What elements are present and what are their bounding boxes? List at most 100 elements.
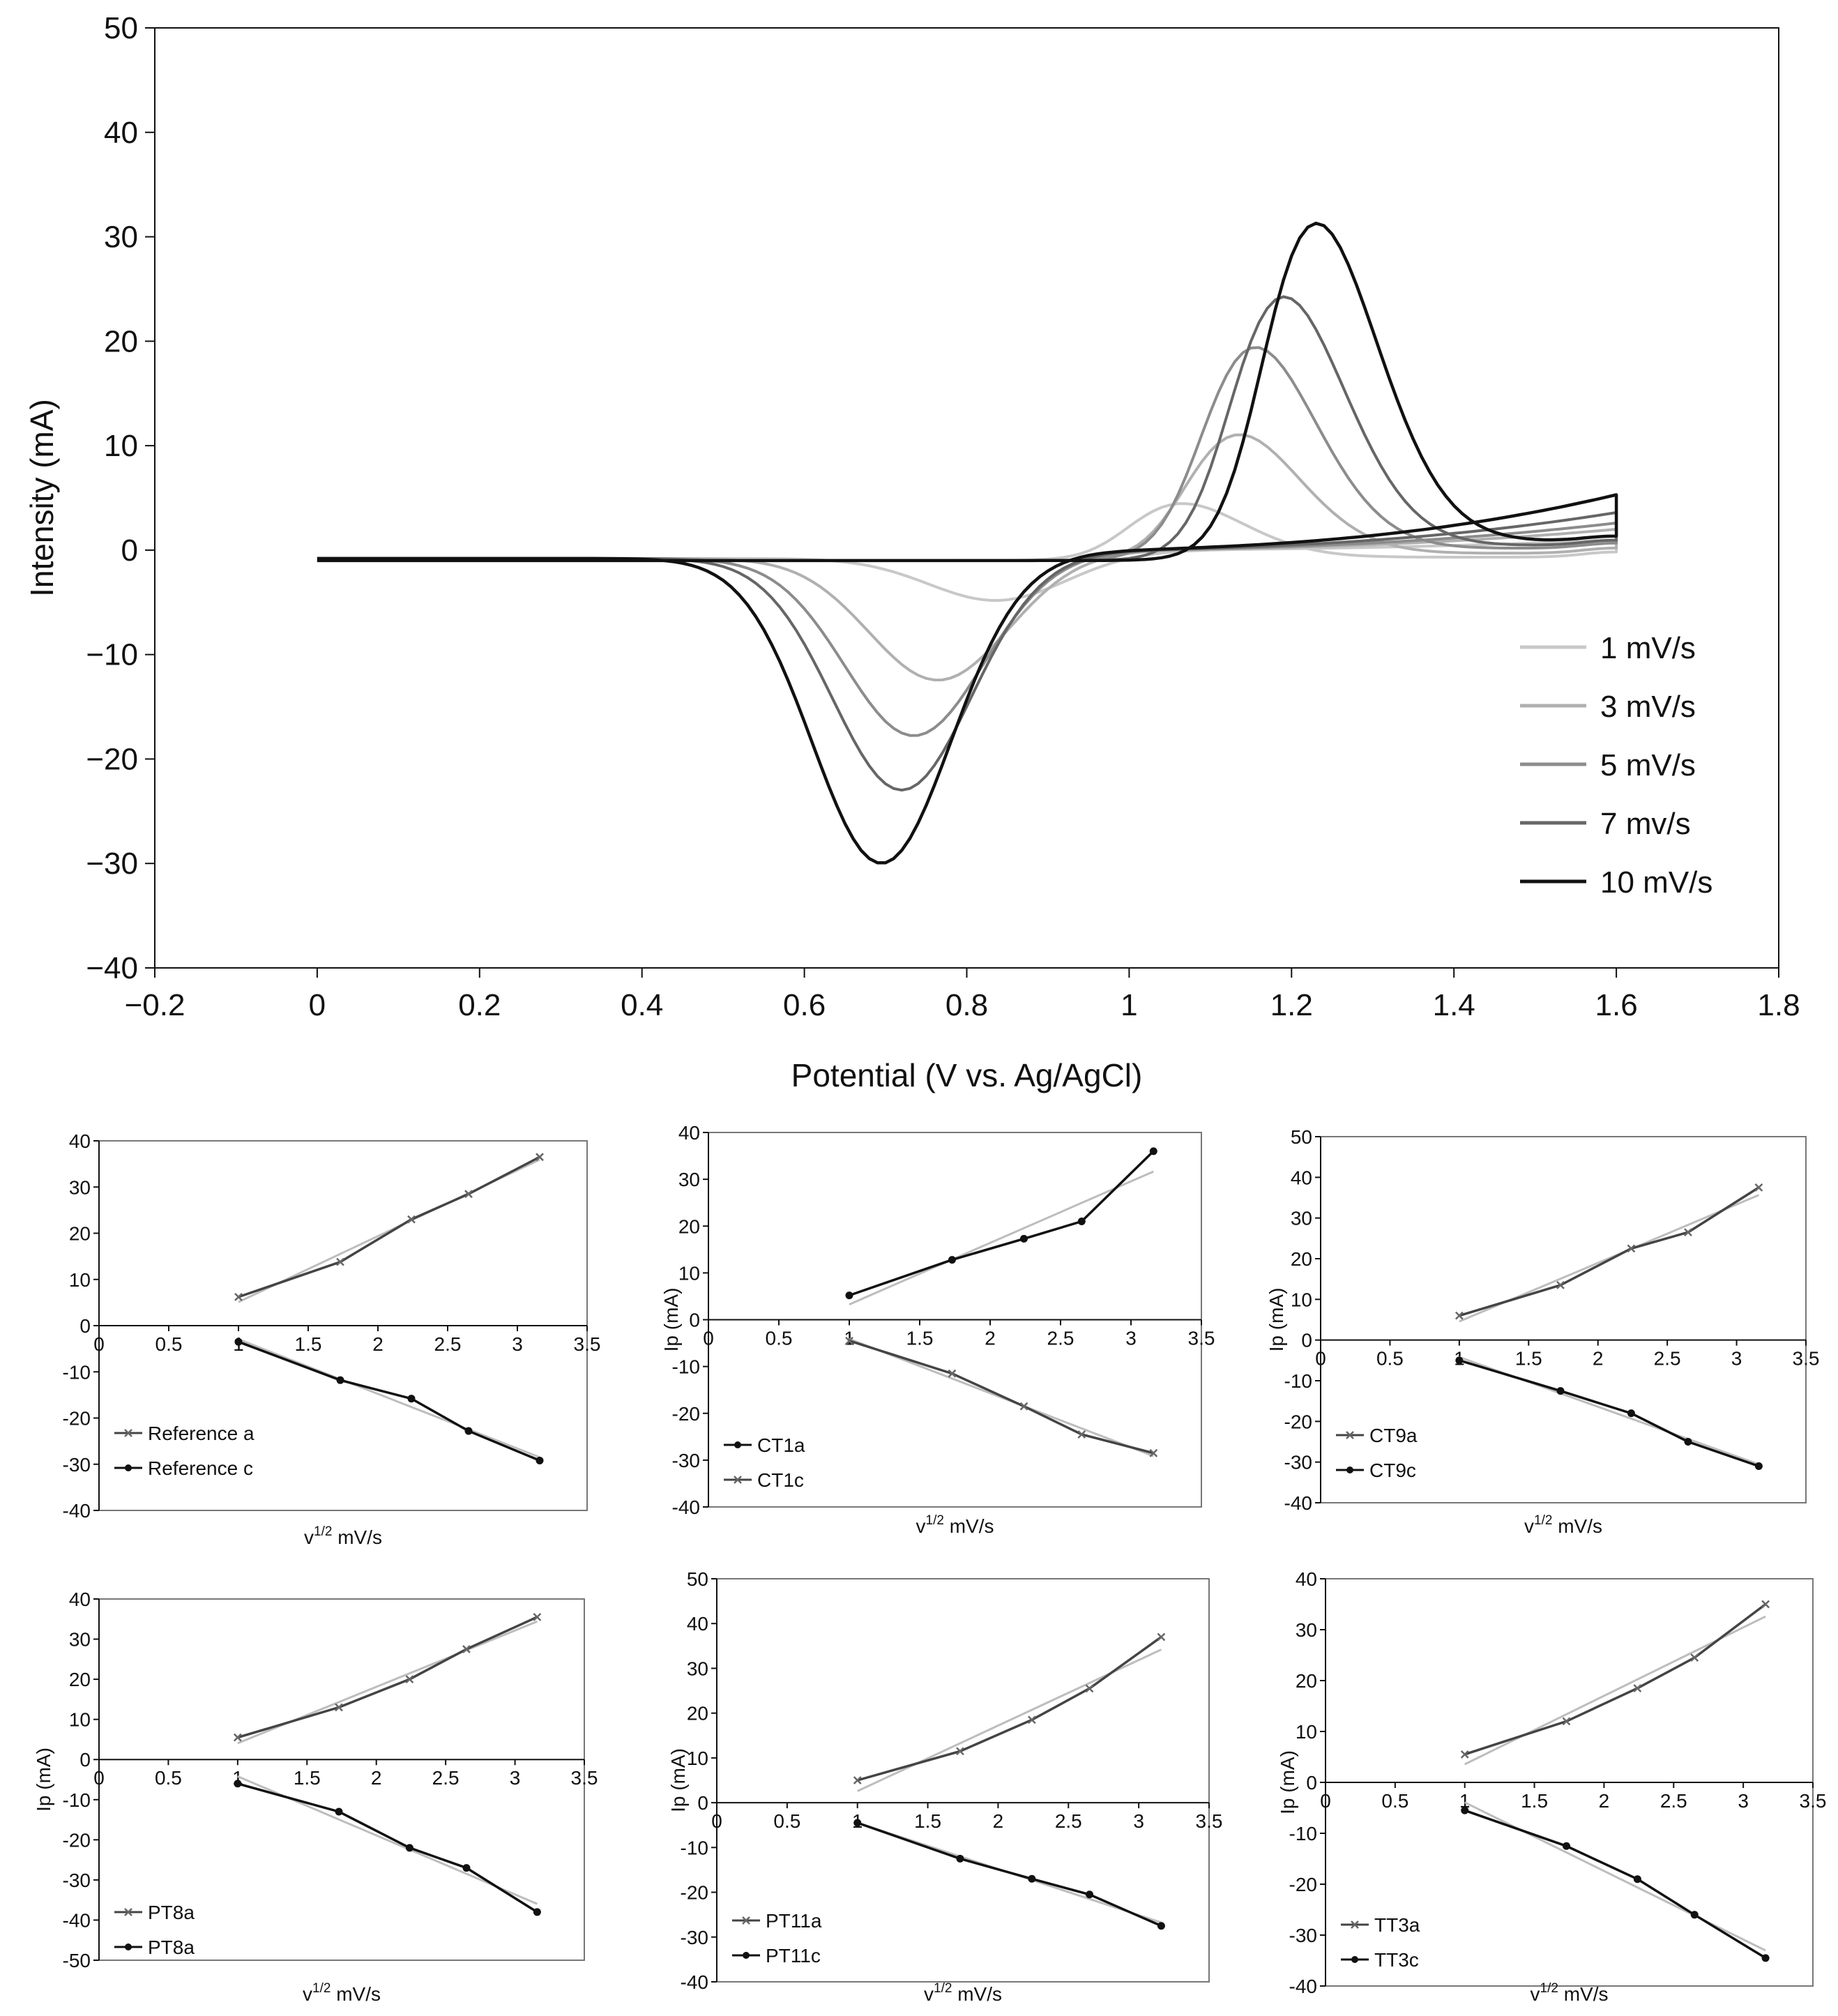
x-tick-label: 3 — [1731, 1348, 1742, 1370]
x-tick-label: 0 — [93, 1767, 105, 1789]
x-tick-label: 2.5 — [432, 1767, 460, 1789]
y-tick-label: 20 — [69, 1223, 91, 1245]
data-point — [1627, 1244, 1636, 1253]
data-point — [335, 1807, 343, 1816]
data-point — [233, 1733, 242, 1742]
y-tick-label: -20 — [1289, 1874, 1317, 1895]
data-point — [1761, 1600, 1770, 1609]
y-tick-label: -20 — [63, 1408, 91, 1430]
data-point — [462, 1645, 471, 1653]
y-tick-label: 20 — [1291, 1248, 1312, 1270]
legend-marker — [742, 1916, 750, 1925]
data-point — [533, 1613, 542, 1621]
x-tick-label: 1.8 — [1757, 988, 1800, 1022]
cv-legend: 1 mV/s 3 mV/s 5 mV/s 7 mv/s 10 mV/s — [1520, 631, 1712, 900]
y-tick-label: 50 — [1291, 1126, 1312, 1148]
data-point — [533, 1908, 541, 1916]
y-tick-label: 10 — [1296, 1721, 1317, 1743]
x-tick-label: 1.5 — [906, 1328, 934, 1349]
ip-y-axis-title: Ip (mA) — [1266, 1288, 1287, 1352]
y-tick-label: -30 — [63, 1870, 91, 1891]
legend-label: PT11a — [766, 1910, 822, 1932]
x-tick-label: 3 — [1738, 1790, 1749, 1812]
x-tick-label: 1.4 — [1433, 988, 1475, 1022]
data-point — [956, 1747, 964, 1756]
x-tick-label: 2.5 — [434, 1333, 462, 1355]
y-tick-label: 0 — [121, 533, 138, 568]
x-tick-label: 0 — [711, 1810, 722, 1832]
cv-y-ticks: −40 −30 −20 −10 0 10 20 30 40 50 — [86, 11, 155, 985]
ip-plot-frame — [1320, 1136, 1807, 1503]
y-tick-label: -30 — [63, 1454, 91, 1476]
series-line — [857, 1821, 1162, 1927]
data-point — [407, 1395, 416, 1403]
data-point — [1684, 1228, 1692, 1236]
y-tick-label: 30 — [1296, 1619, 1317, 1641]
data-point — [1455, 1356, 1464, 1365]
x-tick-label: 0 — [1320, 1790, 1331, 1812]
y-tick-label: 0 — [1306, 1772, 1317, 1794]
y-tick-label: 10 — [104, 429, 138, 463]
x-tick-label: 0 — [93, 1333, 105, 1355]
data-point — [536, 1456, 544, 1464]
y-tick-label: -40 — [1289, 1976, 1317, 1997]
series-line — [1464, 1603, 1767, 1756]
legend-label: TT3a — [1374, 1914, 1420, 1936]
y-tick-label: -10 — [672, 1356, 700, 1378]
data-point — [948, 1369, 957, 1378]
legend-marker — [734, 1441, 741, 1448]
x-tick-label: 2.5 — [1047, 1328, 1074, 1349]
y-tick-label: -10 — [1284, 1370, 1312, 1392]
y-tick-label: 40 — [69, 1130, 91, 1152]
x-tick-label: 1.6 — [1595, 988, 1638, 1022]
data-point — [1455, 1311, 1464, 1320]
y-tick-label: 0 — [697, 1792, 708, 1814]
data-point — [336, 1257, 344, 1266]
series-line — [237, 1616, 538, 1739]
data-point — [1556, 1387, 1565, 1395]
x-tick-label: 0 — [309, 988, 326, 1022]
legend-label: 7 mv/s — [1600, 807, 1691, 841]
ip-x-axis-title: v1/2 mV/s — [1524, 1513, 1602, 1537]
y-tick-label: 30 — [1291, 1208, 1312, 1229]
x-tick-label: 2 — [1593, 1348, 1604, 1370]
data-point — [1019, 1402, 1028, 1411]
y-tick-label: 40 — [69, 1589, 91, 1610]
data-point — [853, 1819, 862, 1827]
data-point — [407, 1215, 416, 1224]
ip-chart-5: -40-30-20-100102030405000.511.522.533.5I… — [667, 1568, 1222, 2005]
x-tick-label: 3.5 — [574, 1333, 601, 1355]
cv-plot-frame — [154, 27, 1779, 969]
legend-label: Reference a — [148, 1423, 255, 1444]
x-tick-label: 1 — [1121, 988, 1137, 1022]
y-tick-label: -40 — [681, 1971, 708, 1993]
x-tick-label: 1.5 — [295, 1333, 322, 1355]
trendline — [849, 1337, 1154, 1457]
x-tick-label: 1.5 — [294, 1767, 321, 1789]
ip-x-axis-title: v1/2 mV/s — [924, 1981, 1002, 2005]
data-point — [956, 1854, 964, 1863]
x-tick-label: 0.8 — [945, 988, 988, 1022]
y-tick-label: 40 — [1291, 1167, 1312, 1188]
y-tick-label: -30 — [672, 1450, 700, 1471]
ip-x-axis-title: v1/2 mV/s — [304, 1524, 382, 1548]
cv-chart: −40 −30 −20 −10 0 10 20 30 40 50 −0.2 0 0.2 0.4 0.6 0.8… — [24, 11, 1800, 1093]
y-tick-label: 10 — [69, 1709, 91, 1731]
x-tick-label: 2 — [371, 1767, 382, 1789]
data-point — [1460, 1750, 1469, 1759]
data-point — [464, 1427, 473, 1435]
x-tick-label: 3.5 — [571, 1767, 598, 1789]
data-point — [1754, 1183, 1763, 1192]
ip-y-axis-title: Ip (mA) — [33, 1748, 54, 1812]
x-tick-label: 2.5 — [1055, 1810, 1082, 1832]
y-tick-label: 0 — [79, 1749, 91, 1771]
y-tick-label: 20 — [104, 324, 138, 358]
y-tick-label: 20 — [1296, 1670, 1317, 1692]
x-tick-label: 2.5 — [1660, 1790, 1687, 1812]
series-line — [237, 1782, 538, 1913]
legend-label: 3 mV/s — [1600, 690, 1696, 724]
data-point — [1633, 1684, 1642, 1692]
x-tick-label: 2 — [1599, 1790, 1610, 1812]
